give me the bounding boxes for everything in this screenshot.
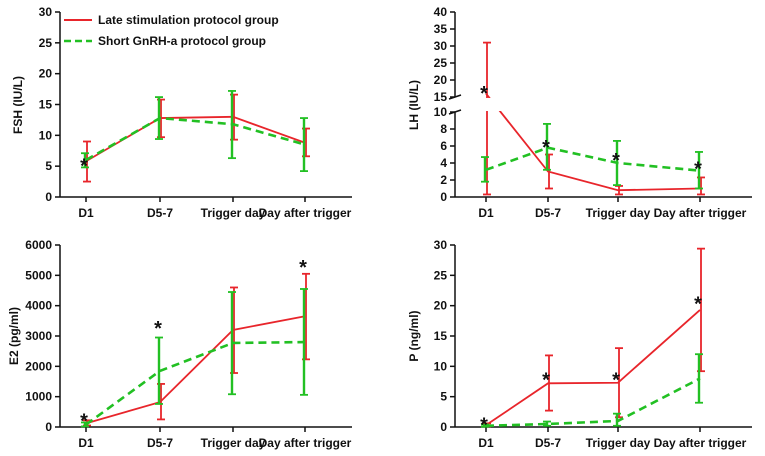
lh-y-tick-label: 4: [440, 156, 447, 170]
legend-green-label: Short GnRH-a protocol group: [98, 34, 266, 48]
p-y-tick-label: 15: [434, 329, 448, 343]
lh-y-tick-label: 15: [434, 90, 448, 104]
p-y-tick-label: 30: [434, 238, 448, 252]
fsh-x-tick-label: Trigger day: [201, 206, 266, 220]
p-x-tick-label: D5-7: [535, 436, 561, 450]
fsh-y-tick-label: 20: [39, 67, 53, 81]
p-y-axis-label: P (ng/ml): [407, 310, 421, 361]
fsh-red-series-line: [85, 115, 306, 163]
p-y-tick-label: 25: [434, 268, 448, 282]
lh-axis-break-mark-bottom: [448, 109, 462, 115]
lh-x-tick-label: Trigger day: [586, 206, 651, 220]
e2-y-tick-label: 2000: [25, 359, 52, 373]
lh-y-tick-label: 0: [440, 190, 447, 204]
e2-green-series-line: [85, 340, 306, 426]
fsh-x-tick-label: Day after trigger: [259, 206, 352, 220]
p-panel: 0 5 10 15 20 25 30 D1 D5-7 Trigger day Day after t…: [407, 238, 752, 450]
fsh-significance-star: *: [80, 155, 88, 177]
e2-red-series-line: [85, 315, 306, 425]
p-significance-star: *: [542, 369, 550, 391]
e2-significance-star: *: [80, 410, 88, 432]
e2-panel: 0 1000 2000 3000 4000 5000 6000 D1 D5-7 Trigger d…: [7, 238, 352, 450]
lh-x-tick-label: Day after trigger: [654, 206, 747, 220]
e2-y-tick-label: 5000: [25, 268, 52, 282]
lh-significance-star: *: [480, 83, 488, 105]
lh-axis-break-mark-top: [448, 94, 462, 100]
p-green-series-line: [485, 377, 701, 428]
lh-y-axis-label: LH (IU/L): [407, 80, 421, 130]
fsh-y-tick-label: 15: [39, 98, 53, 112]
lh-y-tick-label: 40: [434, 5, 448, 19]
lh-axis-break-gap: [453, 98, 533, 111]
fsh-y-axis-label: FSH (IU/L): [11, 76, 25, 134]
e2-significance-star: *: [154, 318, 162, 340]
fsh-x-tick-label: D5-7: [147, 206, 173, 220]
lh-y-tick-label: 30: [434, 39, 448, 53]
p-x-tick-label: D1: [478, 436, 494, 450]
lh-y-tick-label: 10: [434, 105, 448, 119]
fsh-y-tick-label: 30: [39, 5, 53, 19]
e2-y-tick-label: 0: [45, 420, 52, 434]
fsh-y-tick-label: 0: [45, 190, 52, 204]
p-significance-star: *: [480, 414, 488, 436]
p-x-tick-label: Trigger day: [586, 436, 651, 450]
fsh-y-tick-label: 5: [45, 159, 52, 173]
p-y-tick-label: 10: [434, 359, 448, 373]
fsh-y-tick-label: 25: [39, 36, 53, 50]
lh-red-series-line: [485, 93, 701, 192]
lh-green-series-line: [485, 146, 701, 172]
p-y-tick-label: 20: [434, 299, 448, 313]
e2-y-tick-label: 6000: [25, 238, 52, 252]
p-significance-star: *: [612, 369, 620, 391]
e2-y-tick-label: 3000: [25, 329, 52, 343]
e2-y-axis-label: E2 (pg/ml): [7, 307, 21, 365]
lh-significance-star: *: [694, 158, 702, 180]
e2-significance-star: *: [299, 257, 307, 279]
lh-y-tick-label: 8: [440, 122, 447, 136]
p-y-tick-label: 0: [440, 420, 447, 434]
e2-x-tick-label: Day after trigger: [259, 436, 352, 450]
e2-x-tick-label: D1: [78, 436, 94, 450]
lh-y-tick-label: 6: [440, 139, 447, 153]
legend-red-label: Late stimulation protocol group: [98, 13, 279, 27]
lh-significance-star: *: [542, 137, 550, 159]
e2-x-tick-label: D5-7: [147, 436, 173, 450]
lh-x-tick-label: D5-7: [535, 206, 561, 220]
p-y-tick-label: 5: [440, 390, 447, 404]
p-red-series-line: [485, 309, 701, 426]
e2-y-tick-label: 4000: [25, 299, 52, 313]
legend: Late stimulation protocol group Short Gn…: [64, 13, 279, 48]
lh-y-tick-label: 2: [440, 173, 447, 187]
fsh-y-tick-label: 10: [39, 128, 53, 142]
e2-y-tick-label: 1000: [25, 390, 52, 404]
p-significance-star: *: [694, 294, 702, 316]
lh-y-tick-label: 25: [434, 56, 448, 70]
lh-x-tick-label: D1: [478, 206, 494, 220]
p-x-tick-label: Day after trigger: [654, 436, 747, 450]
e2-x-tick-label: Trigger day: [201, 436, 266, 450]
lh-y-tick-label: 35: [434, 22, 448, 36]
lh-y-tick-label: 20: [434, 73, 448, 87]
lh-significance-star: *: [612, 150, 620, 172]
fsh-x-tick-label: D1: [78, 206, 94, 220]
fsh-green-series-line: [85, 116, 306, 162]
